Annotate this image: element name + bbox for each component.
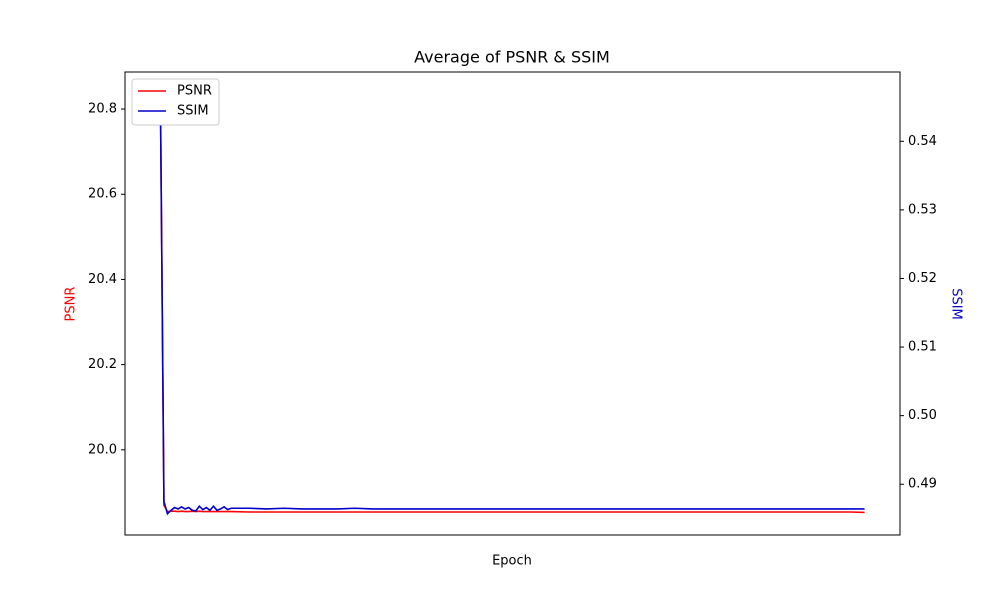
y2-tick-label: 0.53 — [908, 202, 937, 217]
line-series — [159, 95, 865, 516]
y2-axis-label: SSIM — [949, 288, 964, 320]
x-axis-label: Epoch — [492, 554, 532, 569]
y2-tick-label: 0.52 — [908, 271, 937, 286]
y2-tick-label: 0.50 — [908, 408, 937, 423]
legend-label: PSNR — [177, 84, 212, 99]
plot-frame — [124, 71, 901, 536]
y-tick-label: 20.6 — [88, 187, 117, 202]
y-tick-label: 20.4 — [88, 272, 117, 287]
chart-title: Average of PSNR & SSIM — [414, 48, 610, 67]
legend-label: SSIM — [177, 104, 209, 119]
y-tick-label: 20.2 — [88, 357, 117, 372]
y-axis-label: PSNR — [64, 287, 79, 322]
y-tick-label: 20.0 — [88, 442, 117, 457]
y2-tick-label: 0.51 — [908, 340, 937, 355]
y2-tick-label: 0.54 — [908, 134, 937, 149]
y-tick-label: 20.8 — [88, 102, 117, 117]
y2-tick-label: 0.49 — [908, 477, 937, 492]
